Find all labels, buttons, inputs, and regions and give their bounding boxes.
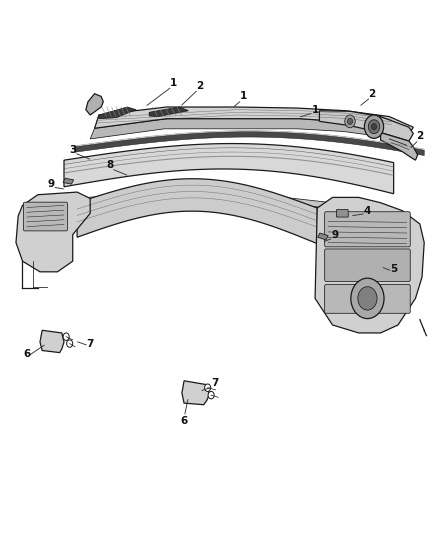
Text: 9: 9	[47, 179, 54, 189]
Text: 9: 9	[331, 230, 338, 240]
FancyBboxPatch shape	[336, 209, 348, 217]
Text: 1: 1	[311, 104, 319, 115]
Circle shape	[358, 287, 377, 310]
Circle shape	[67, 340, 73, 348]
Text: 8: 8	[106, 160, 113, 171]
Polygon shape	[315, 197, 424, 333]
Text: 3: 3	[69, 144, 76, 155]
Polygon shape	[27, 192, 394, 219]
FancyBboxPatch shape	[325, 212, 410, 247]
Polygon shape	[77, 179, 317, 244]
Circle shape	[351, 278, 384, 319]
Text: 1: 1	[240, 91, 247, 101]
Text: 6: 6	[23, 349, 31, 359]
Text: 1: 1	[170, 78, 177, 88]
Circle shape	[208, 391, 214, 399]
Polygon shape	[63, 178, 74, 184]
Text: 7: 7	[211, 378, 218, 389]
Polygon shape	[149, 107, 188, 117]
Polygon shape	[86, 94, 103, 115]
Circle shape	[345, 115, 355, 128]
Polygon shape	[99, 107, 136, 119]
Polygon shape	[319, 111, 413, 141]
Text: 5: 5	[390, 264, 397, 274]
Circle shape	[368, 120, 380, 134]
FancyBboxPatch shape	[23, 202, 67, 231]
Text: 2: 2	[368, 88, 375, 99]
Circle shape	[364, 115, 384, 139]
Polygon shape	[64, 143, 394, 194]
Text: 6: 6	[180, 416, 188, 426]
FancyBboxPatch shape	[325, 249, 410, 281]
Polygon shape	[40, 330, 64, 353]
Polygon shape	[75, 132, 424, 156]
FancyBboxPatch shape	[325, 285, 410, 313]
Polygon shape	[318, 233, 328, 240]
Text: 2: 2	[416, 131, 424, 141]
Text: 4: 4	[364, 206, 371, 216]
Circle shape	[347, 118, 353, 125]
Polygon shape	[182, 381, 209, 405]
Polygon shape	[381, 133, 418, 160]
Polygon shape	[90, 119, 409, 143]
Circle shape	[371, 124, 377, 130]
Circle shape	[63, 333, 69, 341]
Polygon shape	[95, 107, 413, 135]
Text: 2: 2	[196, 81, 203, 91]
Circle shape	[205, 384, 211, 391]
Polygon shape	[16, 192, 90, 272]
Text: 7: 7	[87, 338, 94, 349]
